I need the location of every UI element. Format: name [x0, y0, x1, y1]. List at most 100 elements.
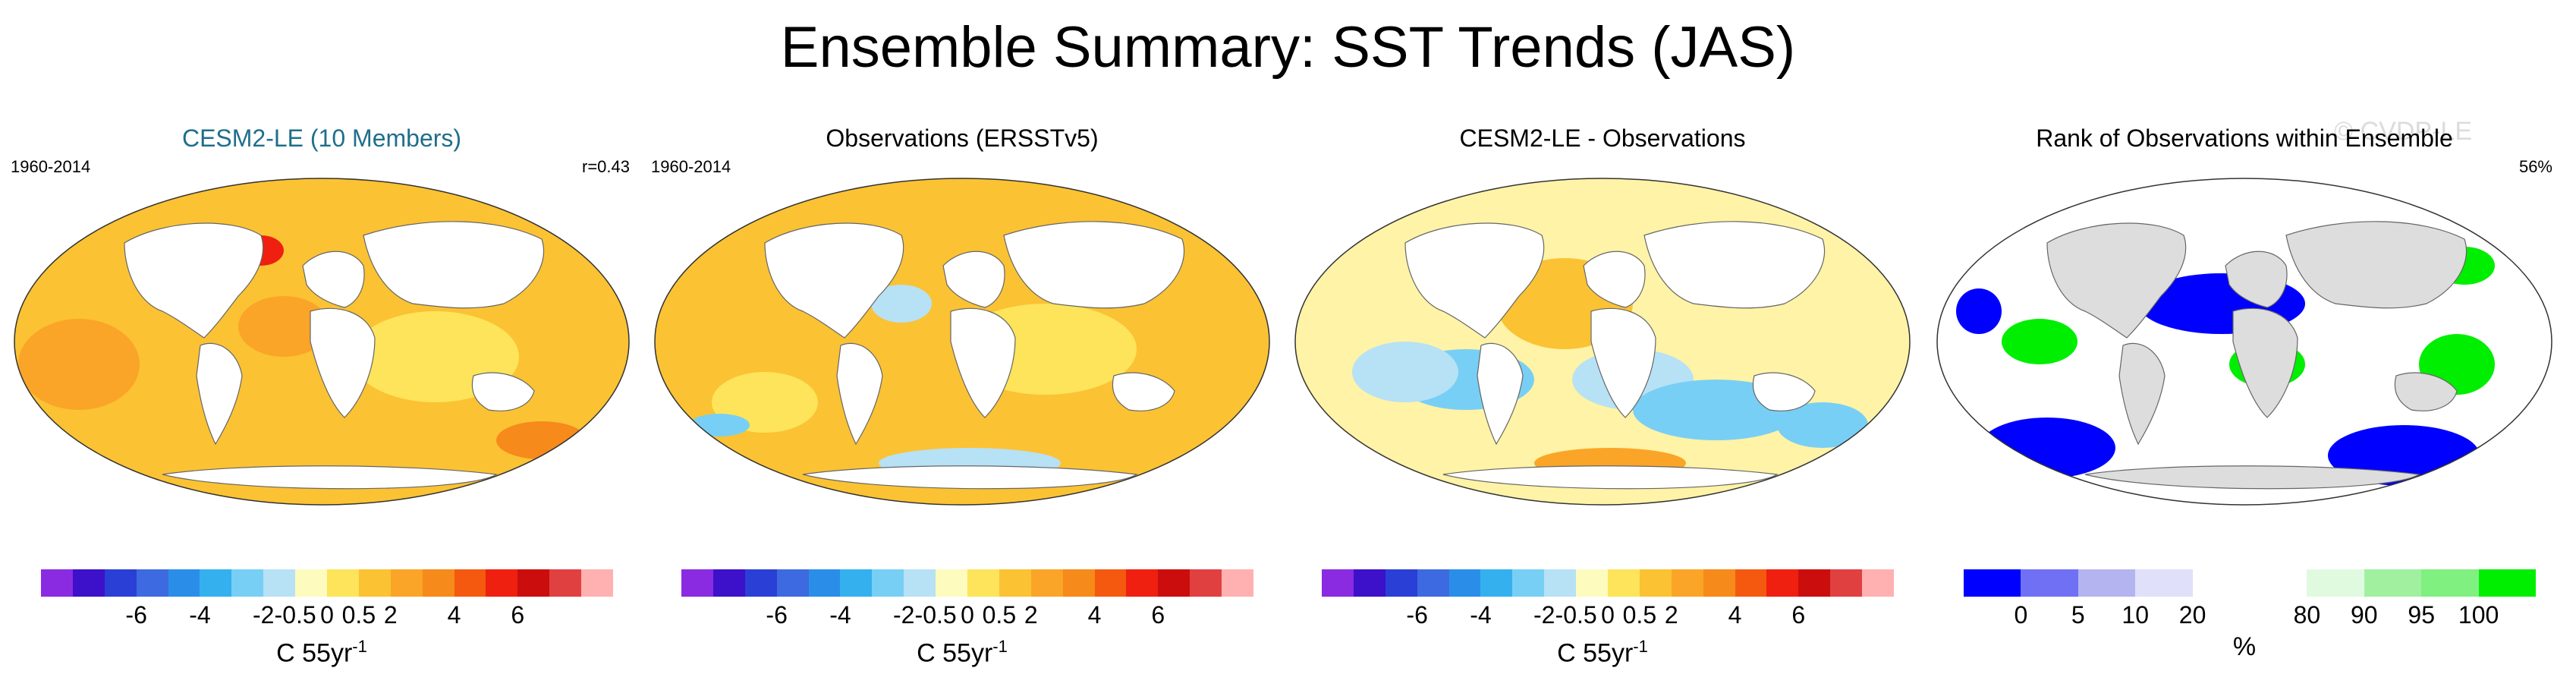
land-mass-0 [1404, 222, 1545, 339]
land-mass-0 [2046, 222, 2187, 339]
colorbar-ticks: -6 -4 -2 -0.5 0 0.5 2 4 6 [41, 600, 613, 630]
colorbar-tick-label: 0.5 [341, 601, 376, 629]
colorbar-swatch [1766, 569, 1799, 597]
panel-title: CESM2-LE - Observations [1459, 124, 1746, 152]
anomaly-region-3 [2002, 319, 2077, 364]
colorbar-tick-label: 2 [383, 601, 398, 629]
map-layers [655, 178, 1269, 505]
colorbar-tick-label: -2 [252, 601, 275, 629]
land-mass-6 [1442, 465, 1779, 490]
map-border [1936, 178, 2552, 506]
colorbar-tick-label: -2 [892, 601, 915, 629]
colorbar [1964, 569, 2537, 597]
land-mass-1 [2118, 342, 2166, 446]
colorbar-tick-label: 95 [2408, 601, 2435, 629]
colorbar-swatch [1830, 569, 1863, 597]
colorbar-tick-label: 0 [320, 601, 334, 629]
colorbar-tick-label: -0.5 [1555, 601, 1597, 629]
colorbar-tick-label: 6 [511, 601, 525, 629]
colorbar-units: C 55yr-1 [651, 630, 1273, 670]
land-mass-5 [2394, 372, 2458, 411]
colorbar-swatch [1417, 569, 1449, 597]
land-mass-5 [471, 372, 535, 411]
land-mass-0 [764, 222, 904, 339]
colorbar-swatch [967, 569, 999, 597]
colorbar-swatch [808, 569, 841, 597]
colorbar-swatch [712, 569, 745, 597]
colorbar-swatch [1448, 569, 1481, 597]
land-mass-6 [802, 465, 1138, 490]
units-exponent: -1 [1633, 637, 1648, 656]
units-base: % [2232, 632, 2257, 661]
colorbar-swatch [1126, 569, 1159, 597]
land-mass-5 [1752, 372, 1816, 411]
units-base: C 55yr [276, 638, 353, 668]
colorbar-tick-label: 20 [2178, 601, 2206, 629]
land-mass-6 [162, 465, 498, 490]
colorbar-swatch [1190, 569, 1222, 597]
units-base: C 55yr [1557, 638, 1634, 668]
map-observations [654, 178, 1270, 506]
colorbar-swatch [904, 569, 936, 597]
land-mass-3 [310, 307, 376, 418]
colorbar-tick-label: 5 [2071, 601, 2085, 629]
panel-title: Rank of Observations within Ensemble [2036, 124, 2453, 152]
panel-title: CESM2-LE (10 Members) [181, 124, 462, 152]
colorbar-swatch [549, 569, 582, 597]
colorbar-swatch [200, 569, 232, 597]
anomaly-region-0 [18, 319, 140, 410]
colorbar-swatch [2478, 569, 2537, 597]
land-mass-2 [2225, 251, 2288, 308]
colorbar-swatch [840, 569, 873, 597]
colorbar-tick-label: -4 [189, 601, 211, 629]
colorbar-swatch [422, 569, 454, 597]
colorbar-swatch [358, 569, 391, 597]
colorbar-swatch [936, 569, 968, 597]
colorbar-tick-label: 2 [1024, 601, 1038, 629]
anomaly-region-1 [238, 296, 329, 357]
colorbar-swatch [2421, 569, 2479, 597]
colorbar-swatch [999, 569, 1031, 597]
colorbar-ticks: -6 -4 -2 -0.5 0 0.5 2 4 6 [681, 600, 1253, 630]
colorbar-tick-label: 90 [2351, 601, 2378, 629]
colorbar-swatch [390, 569, 423, 597]
colorbar-swatch [1512, 569, 1545, 597]
colorbar-tick-label: -6 [766, 601, 788, 629]
colorbar-tick-label: 0 [2014, 601, 2028, 629]
land-mass-1 [196, 342, 243, 446]
colorbar-swatch [1964, 569, 2021, 597]
page-title: Ensemble Summary: SST Trends (JAS) [780, 15, 1796, 80]
colorbar-swatch [1062, 569, 1095, 597]
colorbar-swatch [1576, 569, 1609, 597]
colorbar-tick-label: -6 [125, 601, 147, 629]
map-border [654, 178, 1270, 506]
land-mass-4 [1003, 221, 1185, 309]
land-mass-3 [950, 307, 1016, 418]
colorbar-swatch [1703, 569, 1735, 597]
colorbar-swatch [2250, 569, 2307, 597]
colorbar-swatch [2307, 569, 2364, 597]
panel-cesm2-le: CESM2-LE (10 Members) 1960-2014 r=0.43 -… [11, 114, 633, 676]
colorbar-tick-label: 4 [1087, 601, 1102, 629]
colorbar-swatch [517, 569, 550, 597]
colorbar-swatch [104, 569, 137, 597]
colorbar-swatch [2077, 569, 2136, 597]
anomaly-region-7 [1956, 288, 2002, 334]
colorbar-swatch [295, 569, 328, 597]
colorbar-tick-label: 100 [2458, 601, 2499, 629]
colorbar-swatch [136, 569, 168, 597]
colorbar-tick-label: 6 [1151, 601, 1165, 629]
panel-observations: Observations (ERSSTv5) 1960-2014 -6 -4 -2-… [651, 114, 1273, 676]
colorbar-swatch [327, 569, 359, 597]
colorbar-swatch [872, 569, 904, 597]
map-rank [1936, 178, 2552, 506]
colorbar-swatch [72, 569, 105, 597]
map-border [14, 178, 630, 506]
colorbar-tick-label: 4 [447, 601, 461, 629]
colorbar-swatch [2135, 569, 2193, 597]
panel-rank: © CVDP-LE Rank of Observations within En… [1933, 114, 2556, 676]
colorbar-tick-label: -0.5 [274, 601, 316, 629]
colorbar-swatch [2021, 569, 2078, 597]
colorbar-tick-label: -6 [1406, 601, 1428, 629]
colorbar-tick-label: 6 [1791, 601, 1806, 629]
